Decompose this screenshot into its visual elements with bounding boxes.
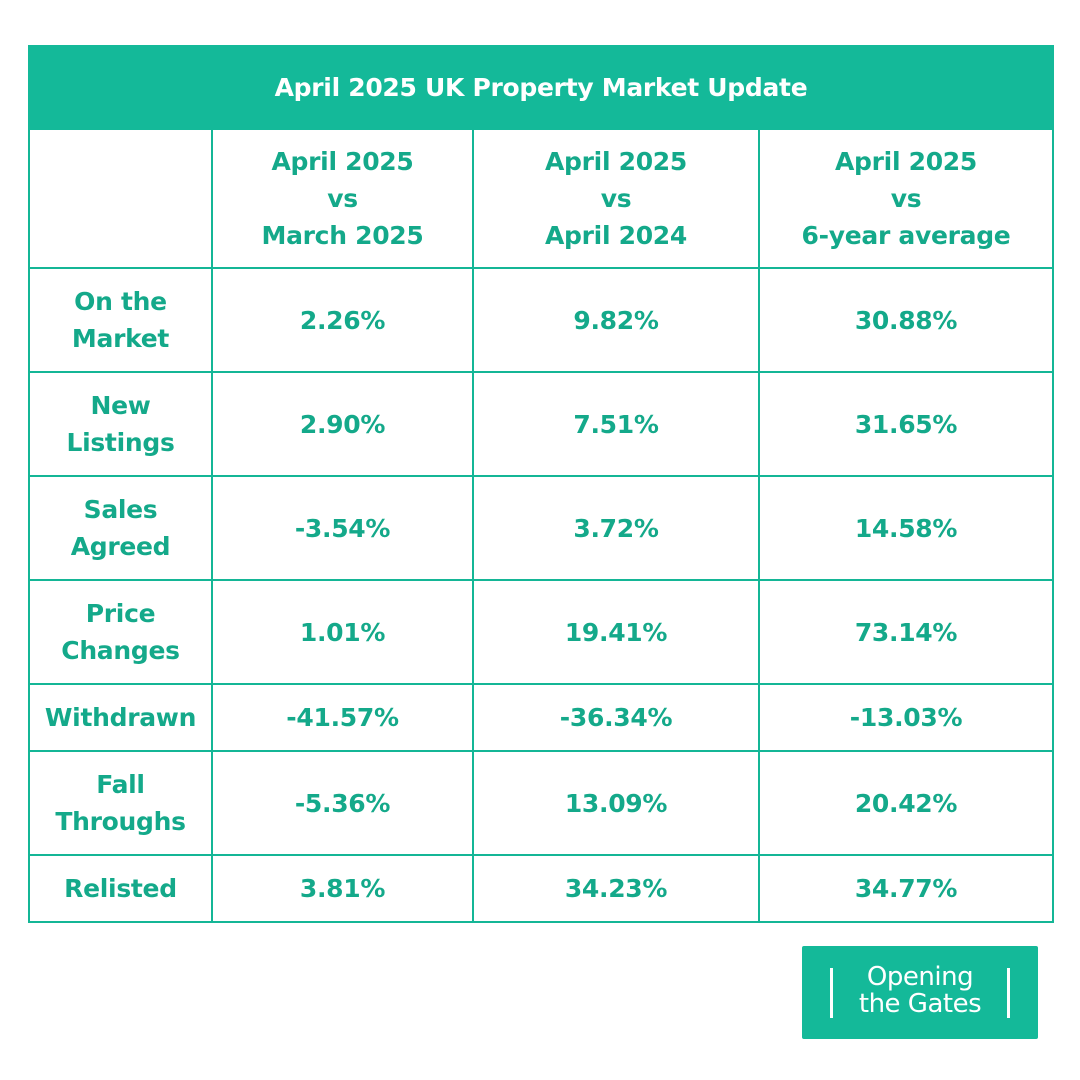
logo-line: Opening xyxy=(866,962,974,992)
row-label: New Listings xyxy=(28,371,213,477)
table-cell: 31.65% xyxy=(758,371,1054,477)
table-cell: 1.01% xyxy=(211,579,474,685)
row-label: Price Changes xyxy=(28,579,213,685)
table-cell: 7.51% xyxy=(472,371,760,477)
market-update-table-container: April 2025 UK Property Market Update Apr… xyxy=(28,45,1054,923)
opening-the-gates-logo: Opening the Gates xyxy=(802,946,1038,1039)
table-cell: 73.14% xyxy=(758,579,1054,685)
table-cell: 9.82% xyxy=(472,267,760,373)
table-cell: 2.26% xyxy=(211,267,474,373)
table-cell: 3.81% xyxy=(211,854,474,923)
table-cell: 34.23% xyxy=(472,854,760,923)
table-row: Sales Agreed -3.54% 3.72% 14.58% xyxy=(28,475,1054,581)
row-label-line: New xyxy=(90,391,151,420)
row-label-line: On the xyxy=(74,287,167,316)
table-cell: 3.72% xyxy=(472,475,760,581)
table-row: Withdrawn -41.57% -36.34% -13.03% xyxy=(28,683,1054,752)
title-row: April 2025 UK Property Market Update xyxy=(28,45,1054,130)
column-header-line: 6-year average xyxy=(801,221,1011,250)
table-cell: -41.57% xyxy=(211,683,474,752)
row-label-line: Price xyxy=(85,599,156,628)
column-header-line: vs xyxy=(890,184,922,213)
header-empty-cell xyxy=(28,128,213,269)
table-row: Fall Throughs -5.36% 13.09% 20.42% xyxy=(28,750,1054,856)
row-label-line: Fall xyxy=(96,770,145,799)
table-cell: 14.58% xyxy=(758,475,1054,581)
row-label-line: Changes xyxy=(61,636,180,665)
logo-left-bar xyxy=(830,968,833,1018)
row-label: Sales Agreed xyxy=(28,475,213,581)
column-header-line: vs xyxy=(327,184,358,213)
row-label-line: Listings xyxy=(66,428,175,457)
market-update-table: April 2025 UK Property Market Update Apr… xyxy=(28,45,1054,923)
table-cell: 34.77% xyxy=(758,854,1054,923)
table-title: April 2025 UK Property Market Update xyxy=(28,45,1054,130)
table-cell: -36.34% xyxy=(472,683,760,752)
row-label: On the Market xyxy=(28,267,213,373)
row-label: Relisted xyxy=(28,854,213,923)
table-row: Price Changes 1.01% 19.41% 73.14% xyxy=(28,579,1054,685)
row-label-line: Throughs xyxy=(55,807,186,836)
column-header-line: April 2025 xyxy=(545,147,687,176)
column-header-line: March 2025 xyxy=(261,221,424,250)
column-header-line: vs xyxy=(600,184,632,213)
table-row: On the Market 2.26% 9.82% 30.88% xyxy=(28,267,1054,373)
table-cell: 2.90% xyxy=(211,371,474,477)
header-row: April 2025 vs March 2025 April 2025 vs A… xyxy=(28,128,1054,269)
row-label: Fall Throughs xyxy=(28,750,213,856)
table-row: New Listings 2.90% 7.51% 31.65% xyxy=(28,371,1054,477)
column-header-line: April 2025 xyxy=(271,147,414,176)
row-label: Withdrawn xyxy=(28,683,213,752)
logo-line: the Gates xyxy=(858,989,982,1019)
logo-text: Opening the Gates xyxy=(842,964,998,1018)
table-cell: -5.36% xyxy=(211,750,474,856)
column-header: April 2025 vs 6-year average xyxy=(758,128,1054,269)
table-row: Relisted 3.81% 34.23% 34.77% xyxy=(28,854,1054,923)
table-cell: 19.41% xyxy=(472,579,760,685)
table-cell: 13.09% xyxy=(472,750,760,856)
row-label-line: Sales xyxy=(83,495,158,524)
table-cell: -13.03% xyxy=(758,683,1054,752)
row-label-line: Market xyxy=(71,324,170,353)
table-cell: 30.88% xyxy=(758,267,1054,373)
table-cell: 20.42% xyxy=(758,750,1054,856)
column-header-line: April 2025 xyxy=(835,147,977,176)
column-header: April 2025 vs March 2025 xyxy=(211,128,474,269)
table-cell: -3.54% xyxy=(211,475,474,581)
logo-right-bar xyxy=(1007,968,1010,1018)
column-header: April 2025 vs April 2024 xyxy=(472,128,760,269)
row-label-line: Agreed xyxy=(70,532,171,561)
column-header-line: April 2024 xyxy=(545,221,687,250)
